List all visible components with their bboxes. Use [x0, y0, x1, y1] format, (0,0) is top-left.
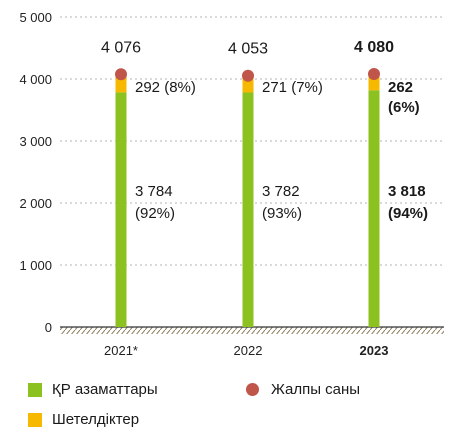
stacked-bar-chart: 0 1 000 2 000 3 000 4 000 5 000 4 076 292 (8%)… — [19, 10, 444, 358]
total-marker — [115, 68, 127, 81]
bar-citizens — [242, 92, 254, 328]
bars — [115, 68, 380, 328]
total-marker — [368, 68, 380, 81]
foreigners-share-label: (6%) — [388, 99, 420, 116]
total-value-label: 4 053 — [228, 41, 268, 58]
x-tick-label: 2023 — [360, 343, 389, 358]
y-tick-label: 4 000 — [19, 72, 52, 87]
x-tick-label: 2021* — [104, 343, 138, 358]
foreigners-value-label: 262 — [388, 79, 413, 96]
foreigners-value-label: 292 (8%) — [135, 79, 196, 96]
y-tick-label: 0 — [45, 320, 52, 335]
citizens-value-label: 3 784 — [135, 183, 173, 200]
legend-swatch-citizens — [28, 382, 42, 397]
y-axis-ticks: 0 1 000 2 000 3 000 4 000 5 000 — [19, 10, 52, 335]
legend-item-foreigners: Шетелдіктер — [28, 411, 139, 428]
citizens-value-label: 3 782 — [262, 183, 300, 200]
y-tick-label: 1 000 — [19, 258, 52, 273]
y-tick-label: 3 000 — [19, 134, 52, 149]
legend-swatch-foreigners — [28, 412, 42, 427]
bar-foreigners — [242, 75, 254, 93]
legend-marker-total — [246, 383, 259, 396]
legend-item-total: Жалпы саны — [246, 381, 360, 398]
total-value-label: 4 080 — [354, 39, 394, 56]
x-axis-ticks: 2021* 2022 2023 — [104, 343, 388, 358]
bar-citizens — [368, 90, 380, 327]
x-tick-label: 2022 — [234, 343, 263, 358]
legend-item-citizens: ҚР азаматтары — [28, 381, 158, 398]
citizens-share-label: (93%) — [262, 205, 302, 222]
x-axis-ground — [60, 327, 444, 334]
legend-label-foreigners: Шетелдіктер — [52, 411, 140, 428]
legend-label-total: Жалпы саны — [271, 381, 361, 398]
bar-foreigners — [368, 74, 380, 91]
y-tick-label: 2 000 — [19, 196, 52, 211]
data-labels: 4 076 292 (8%) 3 784 (92%) 4 053 271 (7%) 3 78… — [101, 39, 428, 222]
foreigners-value-label: 271 (7%) — [262, 79, 323, 96]
bar-foreigners — [115, 74, 127, 93]
bar-citizens — [115, 92, 127, 327]
y-tick-label: 5 000 — [19, 10, 52, 25]
citizens-value-label: 3 818 — [388, 183, 426, 200]
total-value-label: 4 076 — [101, 39, 141, 56]
citizens-share-label: (94%) — [388, 205, 428, 222]
legend-label-citizens: ҚР азаматтары — [52, 381, 158, 398]
total-marker — [242, 69, 254, 82]
citizens-share-label: (92%) — [135, 205, 175, 222]
